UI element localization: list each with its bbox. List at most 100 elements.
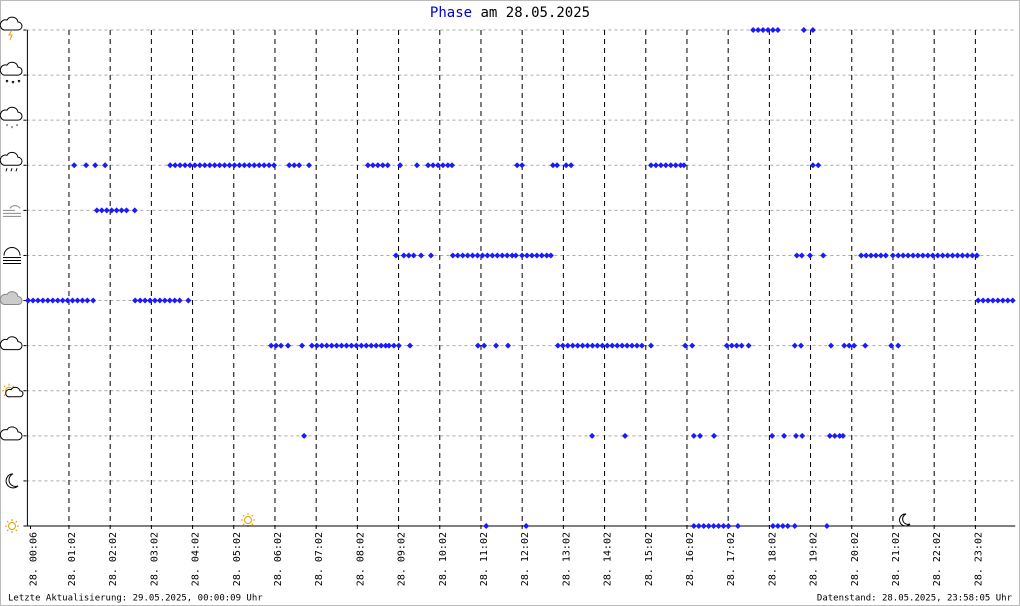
icon-part [0,61,23,76]
point [378,342,385,349]
point [791,342,798,349]
x-tick-label: 28. 11:02 [479,532,490,586]
x-tick-label: 28. 23:02 [973,532,984,586]
point [647,162,654,169]
point [667,162,674,169]
point [680,162,687,169]
point [528,252,535,259]
point [755,27,762,33]
point [92,162,99,169]
x-tick-label: 28. 18:02 [767,532,778,586]
point [464,252,471,259]
point [800,27,807,33]
point [723,342,730,349]
point [102,162,109,169]
point [959,252,966,259]
point [434,162,441,169]
y-tick-icon [3,205,21,217]
point [760,27,767,33]
x-tick-label: 28. 12:02 [520,532,531,586]
point [547,252,554,259]
point [156,297,163,304]
point [172,162,179,169]
point [964,252,971,259]
point [734,523,741,529]
point [1009,297,1016,304]
point [793,432,800,439]
point [579,342,586,349]
point [328,342,335,349]
point [733,342,740,349]
point [509,252,516,259]
point [59,297,66,304]
point [609,342,616,349]
point [1004,297,1011,304]
y-tick-icon [3,247,21,264]
point [954,252,961,259]
point [39,297,46,304]
icon-part [8,522,16,530]
y-tick-icon [5,519,19,533]
point [469,252,476,259]
point [206,162,213,169]
point [338,342,345,349]
point [619,342,626,349]
point [108,207,115,214]
icon-part [5,79,21,84]
point [554,342,561,349]
point [313,342,320,349]
point [268,342,275,349]
point [103,207,110,214]
point [725,523,732,529]
x-tick-label: 28. 17:02 [726,532,737,586]
point [142,297,149,304]
point [807,252,814,259]
point [738,342,745,349]
point [989,297,996,304]
point [695,523,702,529]
point [493,342,500,349]
point [815,162,822,169]
point [494,252,501,259]
point [191,162,198,169]
y-tick-icon [0,61,23,84]
point [657,162,664,169]
icon-part [5,168,18,172]
point [323,342,330,349]
point [278,342,285,349]
point [769,523,776,529]
point [895,252,902,259]
point [406,342,413,349]
point [594,342,601,349]
point [363,342,370,349]
icon-part [3,209,21,217]
point [186,162,193,169]
point [384,162,391,169]
point [251,162,258,169]
point [564,342,571,349]
point [266,162,273,169]
point [622,432,629,439]
point [261,162,268,169]
x-tick-label: 28. 22:02 [932,532,943,586]
point [781,432,788,439]
point [769,27,776,33]
moonrise-icon [899,513,911,527]
point [385,342,392,349]
point [348,342,355,349]
point [483,523,490,529]
point [846,342,853,349]
point [799,432,806,439]
point [285,342,292,349]
x-tick-label: 28. 14:02 [603,532,614,586]
point [939,252,946,259]
point [211,162,218,169]
point [410,252,417,259]
point [589,432,596,439]
x-tick-label: 28. 06:02 [273,532,284,586]
x-tick-label: 28. 02:02 [108,532,119,586]
point [700,523,707,529]
point [286,162,293,169]
title-keyword: Phase [430,5,472,21]
point [924,252,931,259]
